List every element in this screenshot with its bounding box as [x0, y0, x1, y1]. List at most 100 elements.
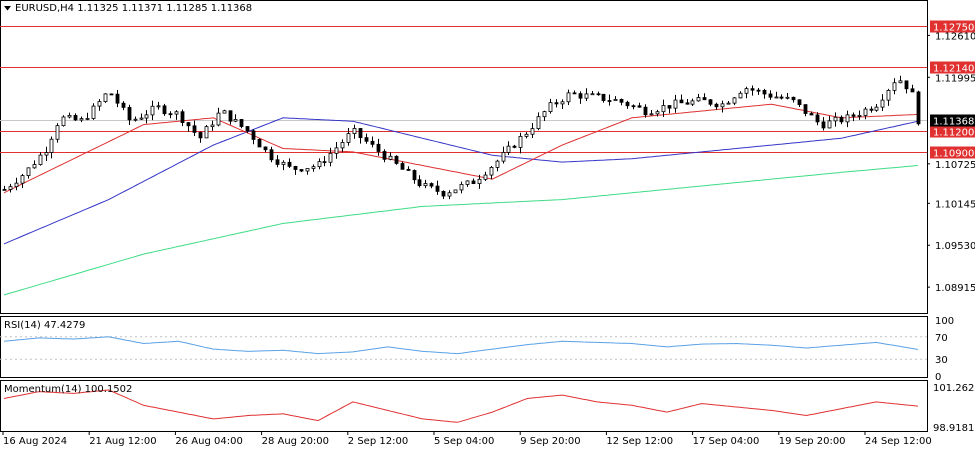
candle-bear	[762, 89, 767, 95]
candle-bull	[55, 125, 60, 140]
candle-bull	[340, 142, 345, 149]
candle-bear	[815, 114, 820, 123]
candle-bear	[601, 93, 606, 101]
level-label-box	[930, 61, 975, 74]
level-label-box	[930, 20, 975, 33]
candle-bear	[869, 108, 874, 111]
candle-bear	[797, 99, 802, 105]
candle-bull	[696, 97, 701, 102]
triangle-down-icon[interactable]	[4, 6, 11, 11]
candle-bear	[821, 121, 826, 129]
candle-bear	[269, 149, 274, 161]
candle-bull	[174, 111, 179, 115]
candle-bear	[916, 91, 921, 125]
momentum-tick-label: 101.2621	[933, 383, 975, 394]
candle-bull	[447, 192, 452, 197]
current-price-label: 1.11368	[933, 117, 974, 128]
candle-bull	[892, 82, 897, 91]
candle-bull	[536, 116, 541, 130]
time-tick-label: 26 Aug 04:00	[175, 436, 242, 447]
time-tick-label: 17 Sep 04:00	[693, 436, 760, 447]
candle-bear	[851, 114, 856, 117]
candle-bear	[245, 126, 250, 132]
candle-bear	[441, 190, 446, 197]
rsi-line	[3, 336, 919, 355]
candle-bull	[744, 88, 749, 94]
price-tick-label: 1.11995	[935, 73, 975, 84]
candle-bull	[833, 116, 838, 122]
candle-bull	[738, 92, 743, 99]
horizontal-levels: 1.12750 1.12140 1.11200 1.10900 1.11368	[0, 20, 975, 160]
candle-bear	[73, 114, 78, 121]
candle-bear	[596, 93, 601, 96]
candle-bull	[690, 100, 695, 105]
candle-bull	[489, 167, 494, 176]
candle-bear	[554, 102, 559, 105]
candle-bull	[506, 145, 511, 153]
current-price-box	[930, 114, 975, 127]
candle-bear	[192, 125, 197, 133]
time-axis: 16 Aug 2024 21 Aug 12:00 26 Aug 04:00 28 Au…	[2, 432, 932, 447]
candle-bull	[26, 167, 31, 177]
candle-bull	[661, 105, 666, 113]
candle-bear	[412, 170, 417, 181]
candle-bear	[275, 159, 280, 165]
candle-bull	[530, 128, 535, 135]
candle-bear	[619, 99, 624, 103]
candle-bear	[708, 99, 713, 105]
candle-bull	[8, 186, 13, 190]
level-label: 1.12140	[933, 64, 974, 75]
price-tick-label: 1.10725	[935, 160, 975, 171]
candle-bull	[785, 96, 790, 99]
candle-bull	[857, 115, 862, 117]
candle-bull	[38, 154, 43, 165]
candle-bear	[429, 183, 434, 187]
candle-bull	[566, 92, 571, 103]
candle-bear	[625, 101, 630, 107]
candle-bear	[400, 163, 405, 170]
candle-bull	[465, 180, 470, 185]
candle-bull	[453, 189, 458, 194]
candle-bull	[655, 111, 660, 115]
candle-bear	[471, 180, 476, 185]
candle-bull	[144, 114, 149, 119]
candle-bear	[667, 105, 672, 109]
candle-bull	[388, 155, 393, 160]
candle-bull	[874, 106, 879, 111]
time-tick-label: 9 Sep 20:00	[520, 436, 580, 447]
candle-bull	[863, 108, 868, 116]
candle-bull	[459, 184, 464, 191]
candle-bear	[417, 179, 422, 187]
momentum-panel-frame	[0, 380, 928, 432]
candle-bear	[251, 130, 256, 140]
candle-bull	[524, 133, 529, 137]
candle-bear	[406, 168, 411, 171]
candle-bull	[720, 103, 725, 108]
candle-bull	[483, 174, 488, 180]
candle-bear	[287, 161, 292, 167]
candle-bull	[477, 178, 482, 185]
candle-bull	[67, 114, 72, 118]
rsi-tick-label: 30	[935, 355, 948, 366]
candle-bear	[714, 103, 719, 108]
time-tick-label: 28 Aug 20:00	[262, 436, 329, 447]
rsi-panel-frame	[0, 316, 928, 378]
candle-bear	[803, 104, 808, 114]
candle-bear	[370, 140, 375, 145]
candle-bear	[358, 128, 363, 139]
candle-bear	[685, 102, 690, 105]
candle-bull	[518, 135, 523, 148]
candle-bull	[14, 182, 19, 188]
candle-bear	[239, 119, 244, 127]
candle-bull	[346, 133, 351, 143]
candle-bear	[127, 107, 132, 121]
candle-bull	[542, 111, 547, 118]
candle-bear	[809, 113, 814, 116]
time-tick-label: 16 Aug 2024	[3, 436, 67, 447]
candle-bear	[791, 96, 796, 101]
candle-bear	[382, 151, 387, 160]
candle-bull	[880, 99, 885, 108]
candle-bear	[910, 88, 915, 93]
candle-bear	[168, 113, 173, 116]
